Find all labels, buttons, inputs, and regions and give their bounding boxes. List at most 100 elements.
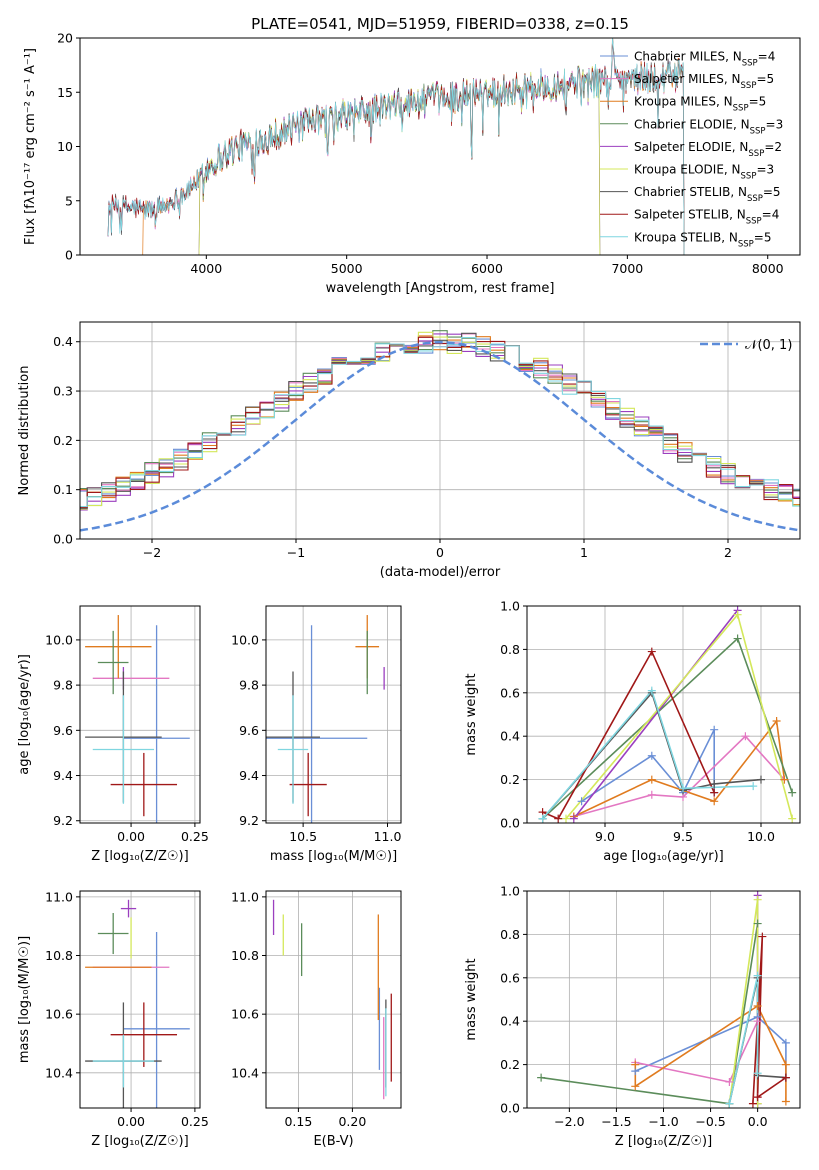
plot-area [80, 330, 800, 532]
axes-frame [79, 605, 201, 824]
x-tick-label: 1 [580, 545, 588, 560]
y-tick-label: 10.6 [231, 1007, 259, 1022]
y-tick-label: 1.0 [500, 884, 520, 899]
x-axis-label: mass [log₁₀(M/M☉)] [270, 849, 397, 864]
plot-area [85, 899, 190, 1108]
y-tick-label: 9.6 [53, 723, 73, 738]
weight-marker [647, 751, 656, 760]
y-tick-label: 0.4 [500, 729, 520, 744]
weight-marker [733, 610, 742, 619]
y-tick-label: 0.8 [500, 927, 520, 942]
y-tick-label: 0.0 [500, 816, 520, 831]
x-tick-label: −1.5 [601, 1114, 631, 1129]
legend-entry: Chabrier ELODIE, NSSP=3 [634, 117, 783, 136]
y-tick-label: 20 [57, 31, 73, 46]
weight-marker [710, 779, 719, 788]
legend-entry: Kroupa MILES, NSSP=5 [634, 95, 766, 114]
legend-entry: Chabrier STELIB, NSSP=5 [634, 185, 781, 204]
weight-marker [554, 814, 563, 823]
histogram-model-7 [80, 336, 800, 508]
weight-marker [725, 1077, 734, 1086]
weight-marker [781, 1060, 790, 1069]
x-axis-label: Z [log₁₀(Z/Z☉)] [91, 849, 188, 864]
axes-frame [79, 890, 201, 1109]
y-tick-label: 0.2 [53, 433, 73, 448]
legend-entry: Salpeter STELIB, NSSP=4 [634, 208, 779, 227]
y-tick-label: 9.4 [53, 768, 73, 783]
y-tick-label: 10.0 [231, 632, 259, 647]
weight-marker [631, 1082, 640, 1091]
y-tick-label: 10.8 [45, 948, 73, 963]
weight-marker [741, 732, 750, 741]
weight-marker [725, 1099, 734, 1108]
x-tick-label: 10.5 [289, 829, 317, 844]
y-tick-label: 0.8 [500, 642, 520, 657]
weight-marker [753, 971, 762, 980]
y-axis-label: Normed distribution [17, 366, 32, 496]
y-tick-label: 0.4 [53, 334, 73, 349]
panel-mass_vs_EBV: 0.15 0.20 10.4 10.6 10.8 11.0 E(B-V) [231, 889, 402, 1149]
y-tick-label: 10.0 [45, 632, 73, 647]
y-tick-label: 0.1 [53, 482, 73, 497]
y-tick-label: 10.8 [231, 948, 259, 963]
x-axis-label: Z [log₁₀(Z/Z☉)] [91, 1134, 188, 1149]
axes-frame [265, 605, 402, 824]
y-axis-label: mass weight [464, 958, 479, 1040]
weight-marker [733, 634, 742, 643]
x-tick-label: 0.20 [338, 1114, 366, 1129]
weight-marker [748, 1099, 757, 1108]
legend-entry: Chabrier MILES, NSSP=4 [634, 50, 775, 69]
x-tick-label: 10.0 [747, 829, 775, 844]
x-tick-label: 0.0 [748, 1114, 768, 1129]
weight-marker [753, 1002, 762, 1011]
y-tick-label: 9.8 [53, 678, 73, 693]
weight-marker [647, 775, 656, 784]
weight-marker [647, 686, 656, 695]
y-tick-label: 0.6 [500, 970, 520, 985]
histogram-model-6 [80, 332, 800, 509]
x-axis-label: wavelength [Angstrom, rest frame] [326, 281, 555, 296]
y-tick-label: 9.4 [239, 768, 259, 783]
y-tick-label: 10.4 [45, 1065, 73, 1080]
weight-marker [679, 784, 687, 793]
plot-area [272, 899, 392, 1100]
weight-line-4 [573, 609, 739, 820]
y-tick-label: 15 [57, 85, 73, 100]
weight-marker [780, 775, 789, 784]
weight-marker [781, 1038, 790, 1047]
weight-marker [647, 790, 656, 799]
spectrum-model-8 [107, 38, 685, 255]
weight-marker [788, 788, 797, 797]
histogram-model-2 [80, 335, 800, 506]
weight-marker [781, 1097, 790, 1106]
x-tick-label: 0.15 [284, 1114, 312, 1129]
weight-marker [537, 1073, 546, 1082]
weight-marker [758, 932, 767, 941]
y-tick-label: 10 [57, 139, 73, 154]
y-tick-label: 0.2 [500, 1057, 520, 1072]
weight-marker [753, 895, 762, 904]
weight-marker [749, 782, 758, 791]
figure-title: PLATE=0541, MJD=51959, FIBERID=0338, z=0… [251, 15, 629, 33]
y-tick-label: 9.2 [239, 813, 259, 828]
plot-area [107, 38, 685, 255]
weight-line-3 [542, 637, 793, 820]
weight-marker [710, 725, 719, 734]
weight-marker [647, 647, 656, 656]
axes-frame [265, 890, 402, 1109]
y-tick-label: 10.4 [231, 1065, 259, 1080]
y-axis-label: mass weight [464, 673, 479, 755]
y-tick-label: 1.0 [500, 599, 520, 614]
x-tick-label: −1.0 [648, 1114, 678, 1129]
x-tick-label: −1 [287, 545, 305, 560]
weight-line-8 [541, 688, 754, 820]
x-tick-label: 11.0 [374, 829, 402, 844]
x-tick-label: 0.00 [117, 829, 145, 844]
panel-residual_hist: −2 −1 0 1 2 0.0 0.1 0.2 0.3 0.4 (data-model)/error… [17, 321, 801, 580]
x-axis-label: Z [log₁₀(Z/Z☉)] [615, 1134, 712, 1149]
y-tick-label: 11.0 [45, 889, 73, 904]
weight-marker [788, 814, 797, 823]
weight-marker [710, 797, 719, 806]
